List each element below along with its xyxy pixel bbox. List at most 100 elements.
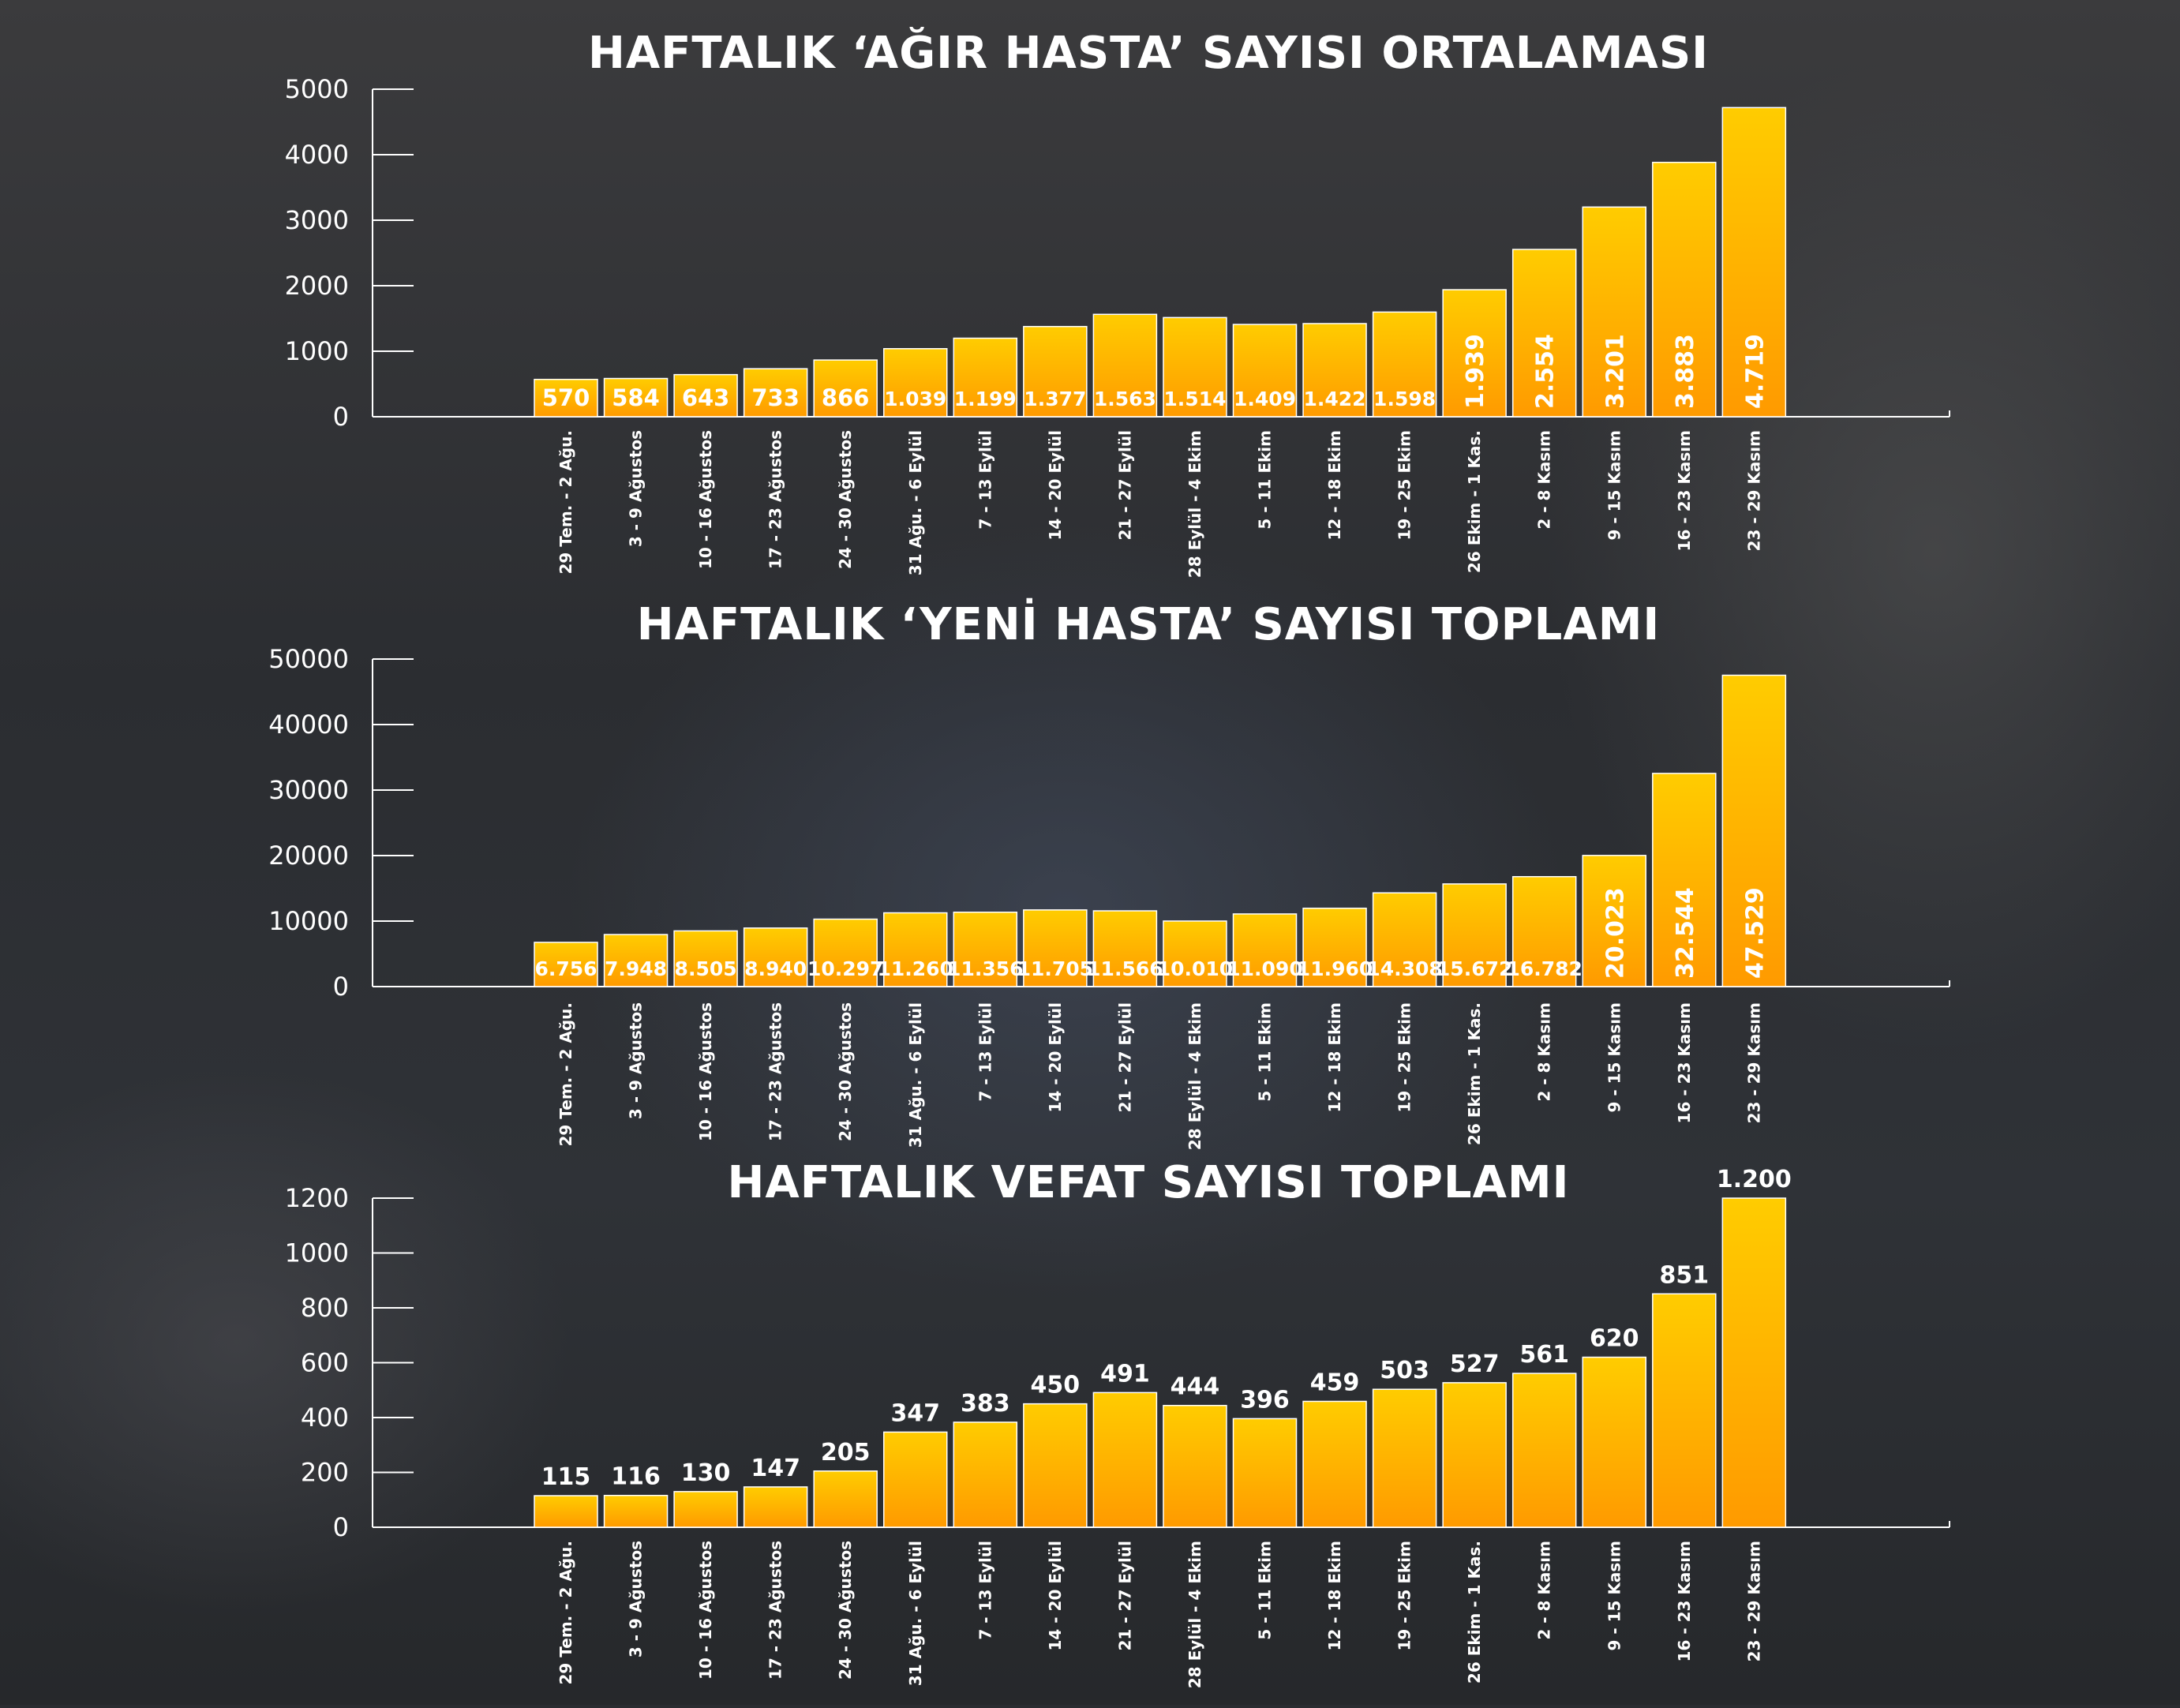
bar <box>1092 1391 1158 1528</box>
bar-value-label: 20.023 <box>1601 887 1629 979</box>
bar <box>1511 1373 1577 1528</box>
y-tick-label: 600 <box>301 1348 349 1378</box>
bar <box>673 1491 738 1528</box>
x-category-label: 24 - 30 Ağustos <box>836 1541 855 1680</box>
bar <box>1442 883 1507 987</box>
bar <box>743 927 808 987</box>
bar-value-label: 8.940 <box>744 957 807 980</box>
bar-value-label: 1.199 <box>954 388 1017 410</box>
bar-value-label: 450 <box>1031 1372 1081 1399</box>
bar <box>1092 313 1158 418</box>
bar <box>534 378 598 418</box>
bar-value-label: 459 <box>1310 1369 1360 1396</box>
bar-value-label: 1.563 <box>1094 388 1156 410</box>
y-tick-label: 0 <box>333 402 349 432</box>
bar-value-label: 32.544 <box>1672 887 1699 979</box>
x-category-label: 24 - 30 Ağustos <box>836 1002 855 1141</box>
bar-value-label: 11.705 <box>1017 957 1093 980</box>
bar-value-label: 2.554 <box>1532 334 1560 409</box>
bar-value-label: 584 <box>612 384 660 411</box>
bar <box>1511 249 1577 418</box>
x-category-label: 12 - 18 Ekim <box>1325 430 1344 541</box>
y-tick-label: 0 <box>333 1512 349 1542</box>
bar <box>1372 1388 1437 1528</box>
x-category-label: 26 Ekim - 1 Kas. <box>1465 430 1484 573</box>
bar <box>743 368 808 418</box>
x-category-label: 7 - 13 Eylül <box>976 1541 994 1640</box>
severe-patients-chart: HAFTALIK ‘AĞIR HASTA’ SAYISI ORTALAMASI 0… <box>285 28 1950 578</box>
bar-value-label: 491 <box>1100 1360 1150 1388</box>
x-category-label: 3 - 9 Ağustos <box>627 430 646 547</box>
bar <box>1721 1197 1787 1528</box>
bar <box>1511 875 1577 987</box>
x-category-label: 21 - 27 Eylül <box>1115 430 1134 541</box>
x-category-label: 14 - 20 Eylül <box>1046 430 1065 541</box>
bar-value-label: 8.505 <box>675 957 737 980</box>
x-category-label: 26 Ekim - 1 Kas. <box>1465 1002 1484 1145</box>
bar-value-label: 11.356 <box>947 957 1023 980</box>
bar-value-label: 1.377 <box>1024 388 1086 410</box>
bar <box>1023 909 1088 987</box>
bar-value-label: 1.598 <box>1373 388 1436 410</box>
bar <box>1372 892 1437 987</box>
bar-value-label: 130 <box>681 1459 731 1487</box>
x-category-label: 29 Tem. - 2 Ağu. <box>556 1002 575 1147</box>
bar-value-label: 3.883 <box>1672 334 1699 409</box>
bar <box>813 1470 878 1528</box>
x-category-label: 5 - 11 Ekim <box>1256 430 1275 530</box>
bar-value-label: 570 <box>542 384 590 411</box>
bar <box>1023 1403 1088 1528</box>
x-category-label: 28 Eylül - 4 Ekim <box>1186 1541 1204 1688</box>
chart-title: HAFTALIK ‘AĞIR HASTA’ SAYISI ORTALAMASI <box>588 28 1709 79</box>
bar <box>1163 1404 1227 1528</box>
x-category-label: 26 Ekim - 1 Kas. <box>1465 1541 1484 1684</box>
y-tick-label: 5000 <box>285 74 349 104</box>
x-category-label: 16 - 23 Kasım <box>1675 430 1694 551</box>
bar-value-label: 643 <box>682 384 730 411</box>
bar-value-label: 115 <box>541 1463 591 1491</box>
bar-value-label: 116 <box>611 1463 661 1491</box>
x-category-label: 14 - 20 Eylül <box>1046 1541 1065 1651</box>
bar <box>1652 773 1717 987</box>
x-category-label: 23 - 29 Kasım <box>1744 1541 1763 1661</box>
y-tick-label: 50000 <box>268 644 349 674</box>
y-tick-label: 800 <box>301 1293 349 1323</box>
x-category-label: 29 Tem. - 2 Ağu. <box>556 1541 575 1685</box>
bar <box>1232 913 1298 987</box>
x-category-label: 17 - 23 Ağustos <box>766 1541 785 1680</box>
x-category-label: 21 - 27 Eylül <box>1115 1002 1134 1113</box>
bar <box>1652 1293 1717 1528</box>
x-category-label: 28 Eylül - 4 Ekim <box>1186 1002 1204 1150</box>
bar-value-label: 16.782 <box>1506 957 1582 980</box>
bar <box>603 934 669 987</box>
x-category-label: 14 - 20 Eylül <box>1046 1002 1065 1113</box>
chart-title: HAFTALIK VEFAT SAYISI TOPLAMI <box>728 1157 1570 1208</box>
bar <box>1302 323 1367 418</box>
bar <box>673 930 738 987</box>
bar-value-label: 10.010 <box>1157 957 1233 980</box>
bar-value-label: 444 <box>1171 1373 1220 1401</box>
bar-value-label: 503 <box>1380 1357 1429 1384</box>
bar-value-label: 1.039 <box>884 388 946 410</box>
bar <box>813 918 878 987</box>
bar-value-label: 733 <box>751 384 800 411</box>
bar <box>1442 289 1507 418</box>
bar-value-label: 1.409 <box>1234 388 1296 410</box>
chart-title: HAFTALIK ‘YENİ HASTA’ SAYISI TOPLAMI <box>637 599 1661 650</box>
y-tick-label: 3000 <box>285 205 349 235</box>
bar-value-label: 6.756 <box>534 957 597 980</box>
bar <box>673 373 738 418</box>
x-category-label: 3 - 9 Ağustos <box>627 1002 646 1119</box>
x-category-label: 24 - 30 Ağustos <box>836 430 855 569</box>
bar <box>1721 674 1787 987</box>
y-tick-label: 1200 <box>285 1183 349 1213</box>
x-category-label: 7 - 13 Eylül <box>976 430 994 530</box>
bar <box>1163 317 1227 418</box>
x-category-label: 10 - 16 Ağustos <box>696 1541 715 1680</box>
bar-value-label: 14.308 <box>1366 957 1442 980</box>
y-tick-label: 0 <box>333 972 349 1002</box>
y-tick-label: 40000 <box>268 710 349 740</box>
x-category-label: 16 - 23 Kasım <box>1675 1541 1694 1661</box>
